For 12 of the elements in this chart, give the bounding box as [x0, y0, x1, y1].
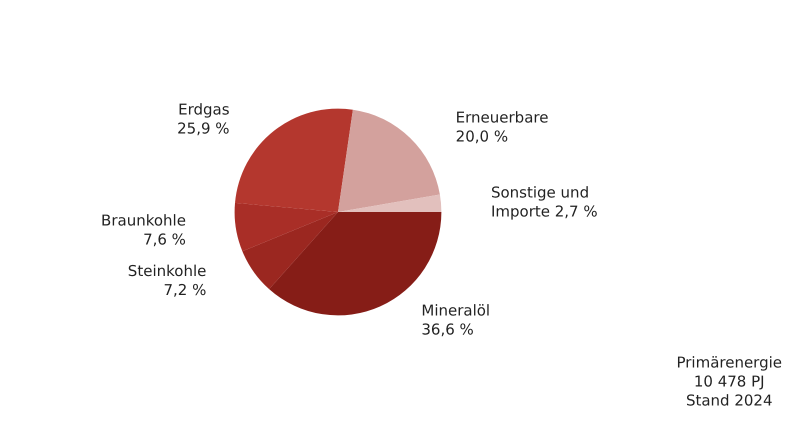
- text: Primärenergie 10 478 PJ Stand 2024: [676, 354, 782, 410]
- slice-label: Braunkohle: [101, 211, 186, 230]
- slice-label: Erdgas: [178, 100, 230, 119]
- slice-label: Erneuerbare: [456, 108, 548, 127]
- data-label: 7,2 %: [163, 280, 206, 299]
- slice-label: Sonstige und Importe 2,7 %: [490, 183, 598, 220]
- data-label: 7,6 %: [143, 230, 186, 248]
- data-label: 36,6 %: [421, 320, 474, 339]
- slice-label: Steinkohle: [128, 262, 206, 280]
- slice-label: Mineralöl: [421, 302, 490, 320]
- data-label: 25,9 %: [177, 120, 230, 138]
- data-label: 20,0 %: [456, 128, 508, 146]
